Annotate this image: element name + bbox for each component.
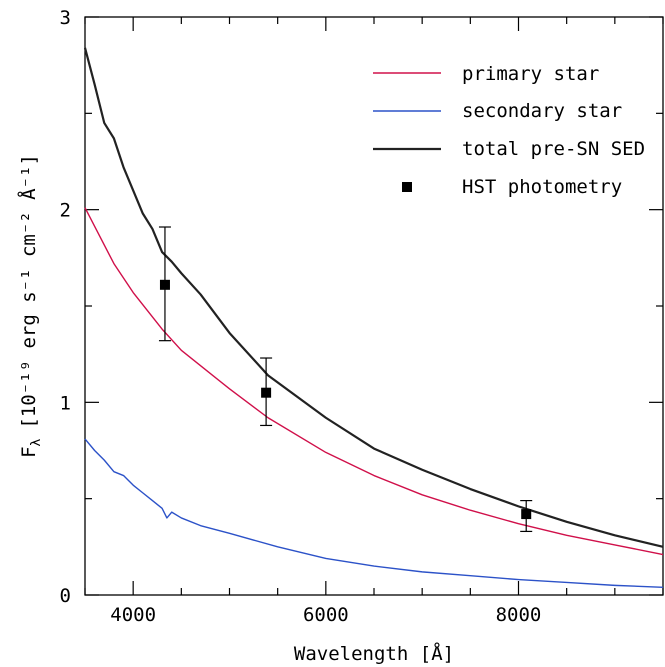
total-sed-line <box>83 47 664 548</box>
x-axis-title: Wavelength [Å] <box>294 642 454 665</box>
photometry-layer <box>158 226 533 533</box>
primary-star-line <box>84 207 664 556</box>
series-layer <box>83 47 664 588</box>
y-tick-label: 2 <box>60 200 71 222</box>
x-tick-label: 6000 <box>303 604 349 626</box>
y-axis-title-units: [10⁻¹⁹ erg s⁻¹ cm⁻² Å⁻¹] <box>17 154 40 429</box>
secondary-star-line <box>84 438 664 588</box>
hst-photometry-point <box>159 279 170 290</box>
legend-label-total: total pre-SN SED <box>462 138 645 160</box>
y-tick-label: 1 <box>60 392 71 414</box>
axis-tick-labels: 4000 6000 8000 0 1 2 3 <box>60 7 542 626</box>
legend-label-primary: primary star <box>462 63 599 85</box>
y-tick-label: 0 <box>60 585 71 607</box>
svg-text:Fλ[10⁻¹⁹ erg s⁻¹ cm⁻² Å⁻¹]: Fλ [10⁻¹⁹ erg s⁻¹ cm⁻² Å⁻¹] <box>17 154 44 458</box>
legend-label-hst: HST photometry <box>462 176 622 198</box>
hst-photometry-point <box>261 387 272 398</box>
hst-photometry-point <box>521 509 532 520</box>
y-axis-title-main: F <box>18 446 40 457</box>
legend: primary star secondary star total pre-SN… <box>373 63 645 198</box>
x-tick-label: 8000 <box>496 604 542 626</box>
y-tick-label: 3 <box>60 7 71 29</box>
y-axis-title-sub: λ <box>29 438 44 446</box>
x-tick-label: 4000 <box>110 604 156 626</box>
legend-label-secondary: secondary star <box>462 100 622 122</box>
legend-marker-hst <box>402 182 412 192</box>
axis-ticks <box>84 16 664 596</box>
y-axis-title: Fλ [10⁻¹⁹ erg s⁻¹ cm⁻² Å⁻¹] <box>17 154 44 458</box>
